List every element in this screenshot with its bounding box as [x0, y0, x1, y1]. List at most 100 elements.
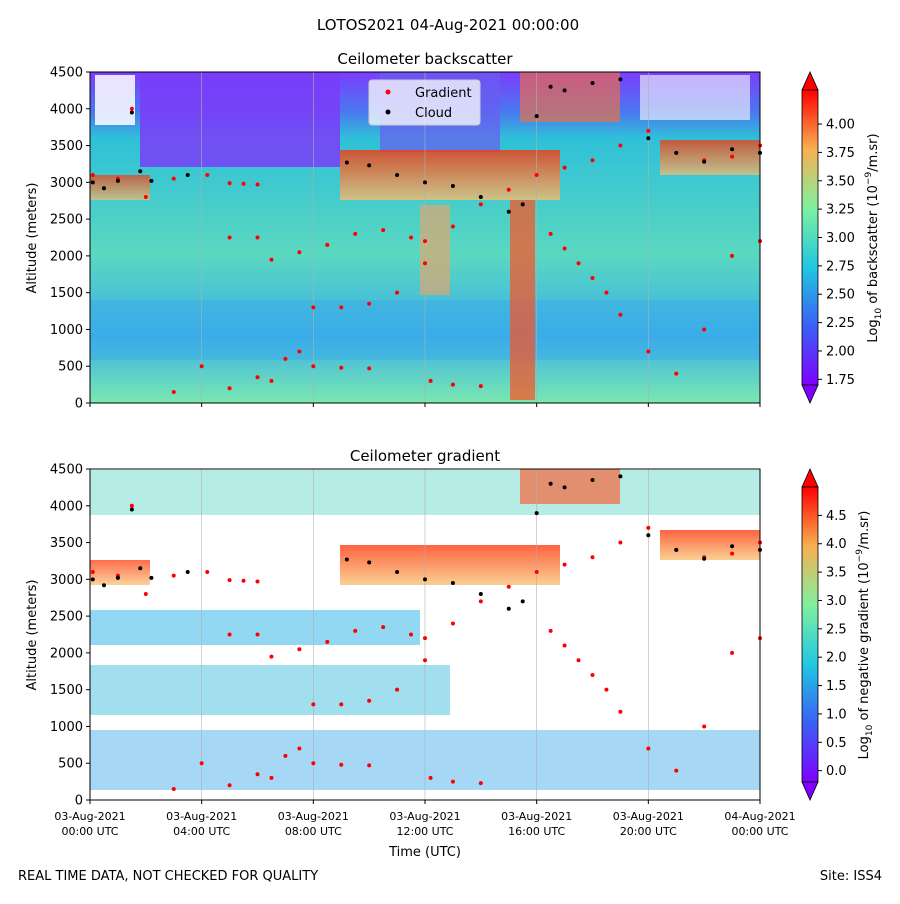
- colorbar: 1.75 2.00 2.25 2.50 2.75 3.00 3.25 3.50 3.75 4.00…: [801, 71, 884, 404]
- vertical-gridlines: [201, 469, 649, 800]
- cloud-point: [506, 606, 511, 611]
- panel-title: Ceilometer gradient: [350, 447, 500, 465]
- colorbar-tick-label: 1.5: [826, 679, 847, 694]
- gradient-point: [534, 569, 539, 574]
- gradient-point: [618, 312, 623, 317]
- y-tick-label: 3000: [50, 573, 83, 588]
- cloud-point: [646, 533, 651, 538]
- gradient-point: [450, 779, 455, 784]
- gradient-point: [297, 349, 302, 354]
- panel-backscatter: Ceilometer backscatter 0 500 1000 1500 2000 2…: [25, 50, 884, 412]
- cloud-point: [618, 474, 623, 479]
- legend-label-cloud: Cloud: [415, 106, 452, 121]
- cloud-point: [138, 566, 143, 571]
- y-tick-label: 2000: [50, 249, 83, 264]
- colorbar-top-extend: [801, 468, 819, 488]
- legend-label-gradient: Gradient: [415, 86, 472, 101]
- panel-title: Ceilometer backscatter: [337, 50, 513, 68]
- x-tick-label: 03-Aug-2021: [54, 810, 125, 823]
- cloud-layer-band: [90, 175, 150, 200]
- colorbar-tick-label: 3.00: [826, 231, 855, 246]
- gradient-point: [269, 257, 274, 262]
- gradient-point: [339, 305, 344, 310]
- y-axis-label: Altitude (meters): [25, 580, 40, 691]
- gradient-point: [730, 650, 735, 655]
- colorbar-tick-label: 2.50: [826, 288, 855, 303]
- gradient-point: [129, 503, 134, 508]
- gradient-point: [702, 327, 707, 332]
- cloud-point: [101, 583, 106, 588]
- y-tick-label: 0: [75, 794, 83, 809]
- gradient-point: [604, 687, 609, 692]
- gradient-point: [367, 301, 372, 306]
- cloud-point: [548, 84, 553, 89]
- gradient-point: [227, 632, 232, 637]
- x-tick-label: 12:00 UTC: [396, 825, 453, 838]
- cloud-point: [674, 547, 679, 552]
- colorbar-tick-label: 3.50: [826, 174, 855, 189]
- colorbar-tick-label: 1.75: [826, 373, 855, 388]
- x-tick-label: 04-Aug-2021: [724, 810, 795, 823]
- cloud-point: [730, 147, 735, 152]
- y-tick-label: 1000: [50, 720, 83, 735]
- vertical-gridlines: [201, 72, 649, 403]
- gradient-point: [297, 250, 302, 255]
- gradient-point: [255, 632, 260, 637]
- cloud-point: [149, 178, 154, 183]
- gradient-point: [450, 621, 455, 626]
- y-tick-label: 1500: [50, 286, 83, 301]
- site-label: Site: ISS4: [819, 869, 882, 884]
- cloud-point: [590, 81, 595, 86]
- gradient-point: [353, 231, 358, 236]
- x-tick-label: 08:00 UTC: [285, 825, 342, 838]
- gradient-point: [311, 305, 316, 310]
- gradient-point: [646, 349, 651, 354]
- gradient-point: [674, 371, 679, 376]
- gradient-point: [311, 364, 316, 369]
- x-axis: [89, 403, 761, 407]
- gradient-point: [353, 628, 358, 633]
- cloud-point: [129, 110, 134, 115]
- figure-suptitle: LOTOS2021 04-Aug-2021 00:00:00: [317, 16, 579, 34]
- x-axis-label: Time (UTC): [388, 845, 461, 860]
- gradient-point: [702, 724, 707, 729]
- gradient-point: [90, 569, 95, 574]
- gradient-point: [618, 143, 623, 148]
- gradient-point: [367, 763, 372, 768]
- legend-marker-gradient: [385, 89, 391, 95]
- x-tick-label: 00:00 UTC: [61, 825, 118, 838]
- cloud-point: [344, 557, 349, 562]
- cloud-point: [646, 136, 651, 141]
- gradient-point: [590, 672, 595, 677]
- gradient-point: [730, 551, 735, 556]
- cloud-point: [185, 569, 190, 574]
- x-tick-label: 03-Aug-2021: [166, 810, 237, 823]
- gradient-point: [409, 632, 414, 637]
- cloud-point: [115, 575, 120, 580]
- colorbar-label: Log10 of backscatter (10−9/m.sr): [864, 133, 884, 342]
- colorbar-tick-label: 3.25: [826, 203, 855, 218]
- gradient-point: [255, 579, 260, 584]
- gradient-point: [381, 625, 386, 630]
- gradient-point: [548, 231, 553, 236]
- colorbar: 0.0 0.5 1.0 1.5 2.0 2.5 3.0 3.5 4.0 4.5 Log10 of …: [801, 468, 875, 801]
- gradient-point: [450, 224, 455, 229]
- gradient-point: [129, 106, 134, 111]
- colorbar-tick-label: 3.0: [826, 594, 847, 609]
- y-tick-label: 4500: [50, 463, 83, 478]
- gradient-point: [478, 384, 483, 389]
- y-tick-label: 0: [75, 397, 83, 412]
- convective-plume: [510, 200, 535, 400]
- gradient-point: [646, 525, 651, 530]
- gradient-point: [604, 290, 609, 295]
- gradient-point: [325, 242, 330, 247]
- x-tick-label: 04:00 UTC: [173, 825, 230, 838]
- y-axis: 0 500 1000 1500 2000 2500 3000 3500 4000 4500: [50, 463, 90, 809]
- cloud-point: [149, 575, 154, 580]
- gradient-point: [311, 761, 316, 766]
- gradient-point: [395, 290, 400, 295]
- gradient-point: [381, 228, 386, 233]
- cloud-point: [534, 511, 539, 516]
- gradient-point: [562, 165, 567, 170]
- gradient-point: [171, 389, 176, 394]
